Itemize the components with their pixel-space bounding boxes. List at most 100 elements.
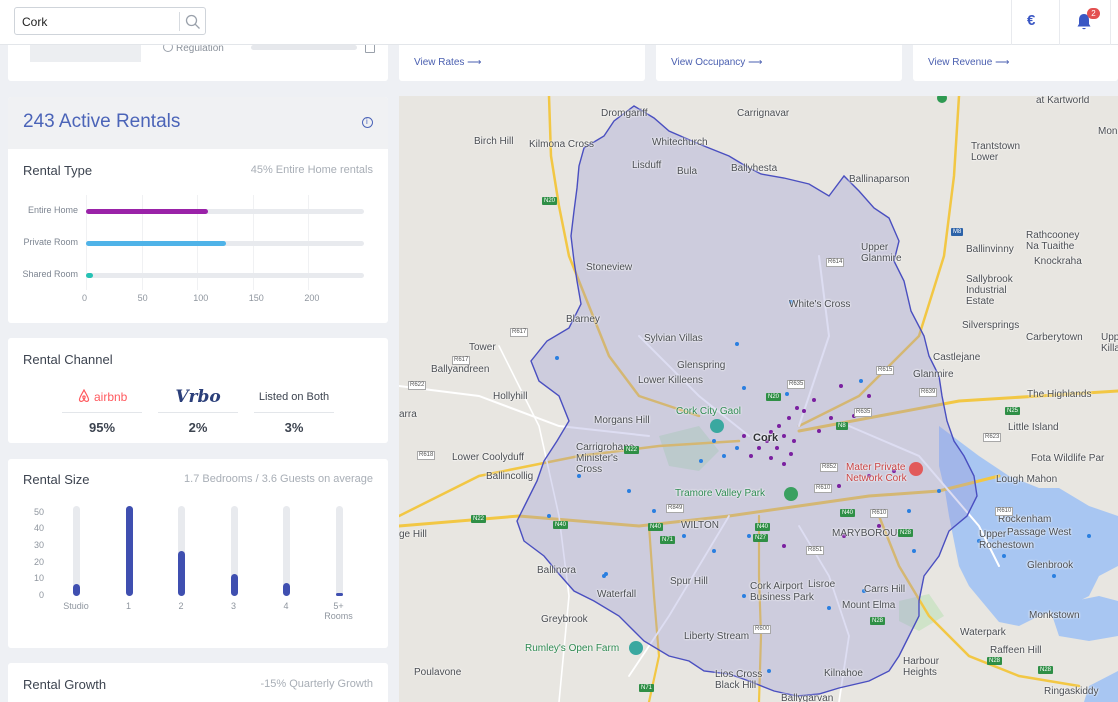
harbour-water [1084,671,1118,702]
map-place-label: Glanmire [913,369,954,380]
map-place-label: Tower [469,342,496,353]
bar-track [73,506,80,596]
bar-category-label: Private Room [23,237,78,247]
search-input[interactable] [22,12,172,31]
road-n71 [647,524,661,702]
map-place-label: Rockenham [998,514,1052,525]
map-place-label: Lower Killeens [638,375,704,386]
map-place-label: Passage West [1007,527,1072,538]
x-category-label: 2 [178,601,184,611]
channel-vrbo: Vrbo 2% [152,386,244,435]
search-box[interactable] [14,7,206,35]
bar-fill[interactable] [230,574,238,596]
road-n28 [877,514,1081,688]
road-regional [798,255,831,427]
map-place-label: Birch Hill [474,136,514,147]
view-occupancy-link[interactable]: View Occupancy ⟶ [671,57,763,68]
bar-category-label: Entire Home [27,205,78,215]
channel-both: Listed on Both 3% [248,386,340,435]
bar-track [230,506,238,596]
map-place-label: Upper Glanmire [861,242,902,264]
x-category-label: Studio [63,601,89,611]
regulation-card: Regulation [8,42,388,81]
map-place-label: Upper Killa [1101,332,1118,354]
road-regional [628,515,730,677]
map-place-label: Bula [677,166,698,177]
x-category-label: 3 [230,601,236,611]
y-tick-label: 40 [33,523,44,534]
road-shield: R852 [820,463,839,472]
x-category-label: 5+ Rooms [324,601,353,621]
road-shield: N27 [753,534,769,542]
map-place-label: Ballincollig [486,471,534,482]
info-icon[interactable] [362,117,373,128]
map-place-label: Cork Airport Business Park [750,581,814,603]
both-percent: 3% [284,420,304,435]
map-place-label: Sallybrook Industrial Estate [966,274,1013,307]
bar-fill[interactable] [86,273,93,278]
park-pin [784,487,798,501]
road-shield: R610 [995,507,1014,516]
map-place-label: Lios Cross Black Hill [715,669,763,691]
view-rates-link[interactable]: View Rates ⟶ [414,57,482,68]
map-place-label: at Kartworld [1036,96,1090,106]
map-base [399,96,1118,702]
rental-size-panel: Rental Size 1.7 Bedrooms / 3.6 Guests on… [8,459,388,648]
map-place-label: Liberty Stream [684,631,750,642]
map-place-label: Harbour Heights [903,656,940,678]
road-regional [638,335,750,437]
map-place-label: Fota Wildlife Par [1031,453,1105,464]
map-place-label: Mon [1098,126,1118,137]
roads [399,96,1118,702]
bar-fill[interactable] [178,551,185,596]
map-place-label: White's Cross [789,299,851,310]
map-place-label: Rathcooney Na Tuaithe [1026,230,1080,252]
rates-card: View Rates ⟶ [399,45,645,81]
search-divider [179,12,180,31]
bar-track [86,209,364,214]
road-shield: R614 [826,258,845,267]
road-shield: R851 [806,546,825,555]
rental-type-panel: 243 Active Rentals Rental Type 45% Entir… [8,97,388,323]
road-shield: R600 [753,625,772,634]
rental-area-boundary [516,105,978,697]
road-regional [399,385,650,437]
x-tick-label: 50 [137,293,148,303]
road-shield: N20 [542,197,558,205]
bar-fill[interactable] [86,241,227,246]
rental-points [547,300,1091,673]
channel-underline [158,412,238,413]
rental-growth-subtitle: -15% Quarterly Growth [260,678,373,690]
active-rentals-title: 243 Active Rentals [23,111,181,132]
topbar-divider [1110,0,1111,45]
road-n40 [399,474,1001,528]
map-place-label: Mater Private Network Cork [846,462,907,484]
bar-fill[interactable] [283,582,290,596]
bar-fill[interactable] [335,593,343,596]
bar-fill[interactable] [125,506,133,596]
rentals-map[interactable]: Dromgariff Carrignavar at Kartworld Birch H… [399,96,1118,702]
currency-selector[interactable]: € [1027,12,1036,29]
search-icon[interactable] [185,14,201,30]
x-tick-label: 0 [82,293,88,303]
road-shield: N28 [898,529,914,537]
map-place-label: Waterfall [597,589,637,600]
view-revenue-link[interactable]: View Revenue ⟶ [928,57,1010,68]
channel-underline [254,412,334,413]
hospital-pin [909,462,923,476]
bar-track [335,506,343,596]
map-place-label: Cork [753,432,779,444]
bell-icon[interactable] [1076,13,1092,31]
road-shield: R615 [876,366,895,375]
bar-fill[interactable] [73,584,80,596]
notification-badge: 2 [1087,8,1100,19]
road-shield: R617 [510,328,529,337]
map-place-label: Carberytown [1026,332,1083,343]
map-place-label: Carrs Hill [864,584,906,595]
map-place-label: Carrigrohane Minister's Cross [576,442,635,475]
map-place-label: Blarney [566,314,600,325]
map-place-label: Ballygarvan [781,693,834,702]
map-place-label: Greybrook [541,614,588,625]
channel-airbnb: airbnb 95% [56,386,148,435]
bar-fill[interactable] [86,209,209,214]
